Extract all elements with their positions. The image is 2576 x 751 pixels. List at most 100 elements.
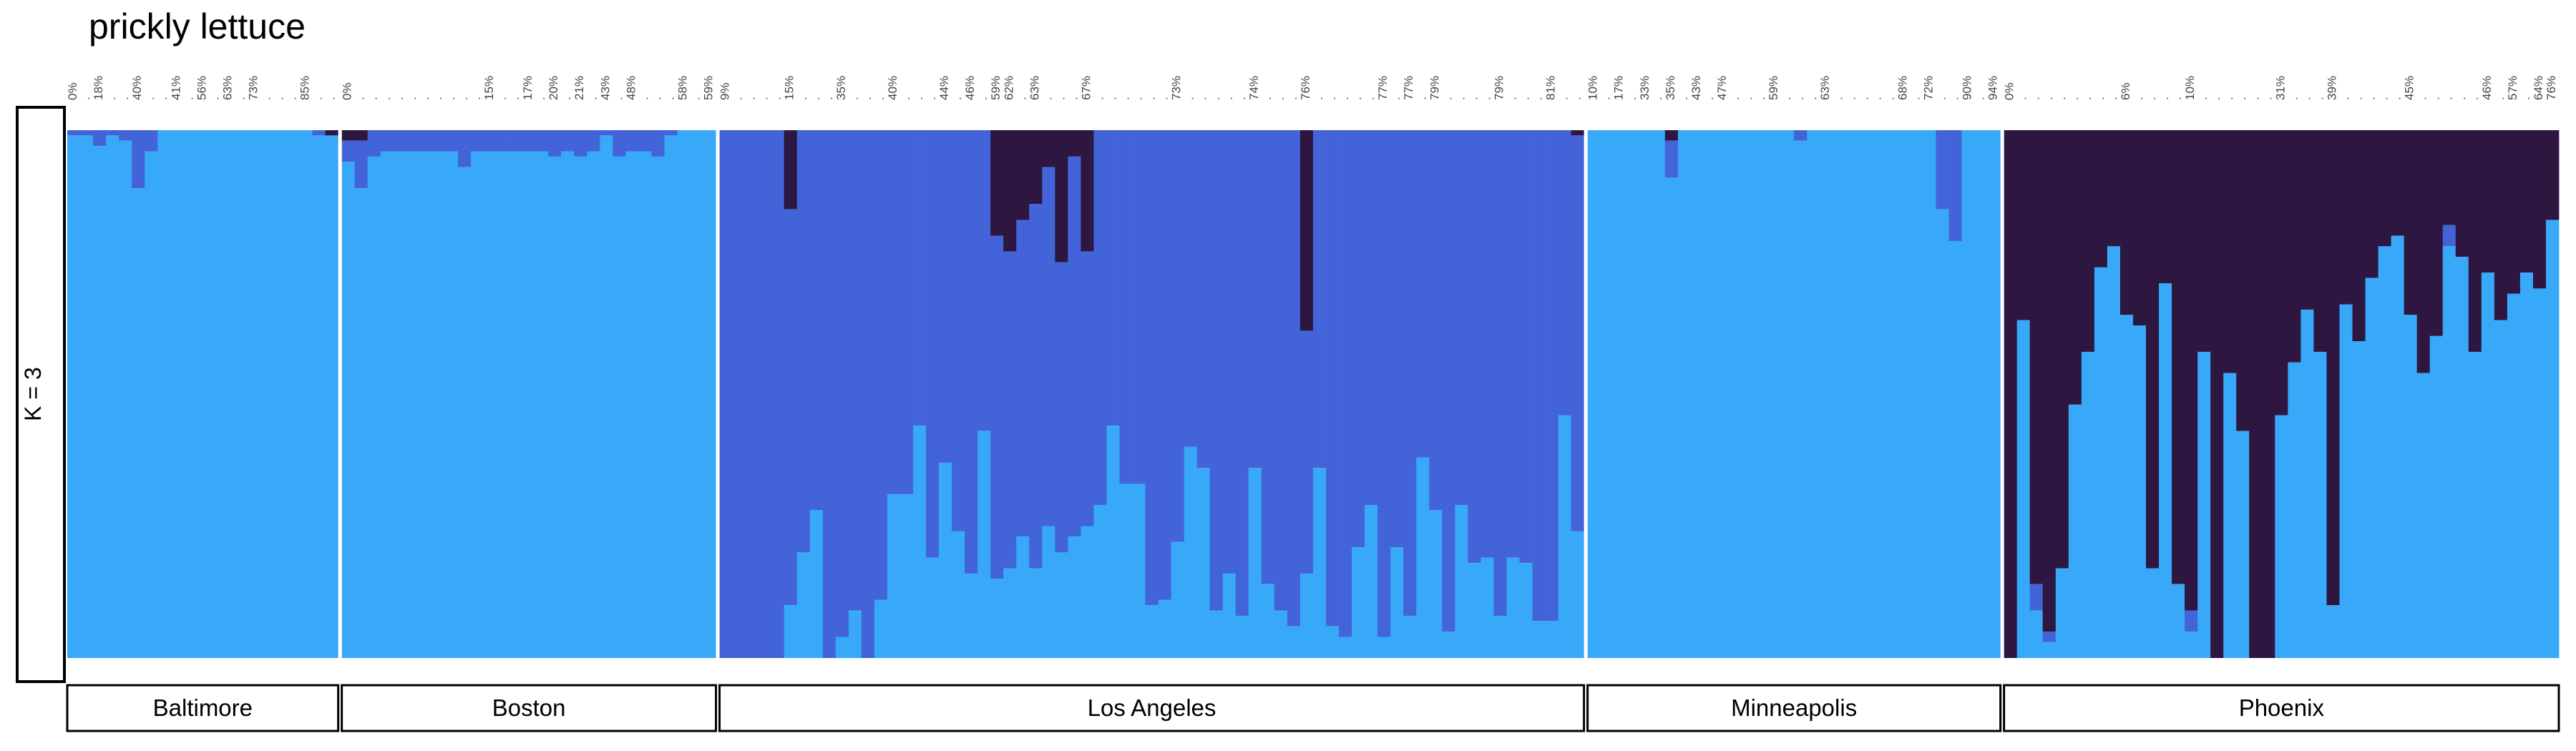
bar-phoenix-32-k1: [2404, 315, 2418, 658]
tick-label: .: [457, 97, 470, 100]
tick-label: .: [1570, 97, 1584, 100]
tick-label: .: [2454, 97, 2468, 100]
bar-los-angeles-2-k2: [732, 130, 746, 658]
bar-phoenix-40-k1: [2507, 293, 2521, 658]
bar-boston-14-k2: [509, 130, 523, 152]
bar-los-angeles-41-k1: [1235, 615, 1249, 658]
bar-los-angeles-14-k1: [887, 494, 901, 658]
tick-label: 45%: [2403, 76, 2416, 100]
tick-label: 9%: [718, 82, 732, 100]
bar-phoenix-4-k2: [2042, 632, 2057, 642]
tick-label: .: [1651, 97, 1664, 100]
tick-label: 63%: [1028, 76, 1041, 100]
bar-boston-16-k1: [535, 151, 549, 658]
tick-label: 57%: [2506, 76, 2519, 100]
bar-phoenix-34-k1: [2429, 335, 2444, 658]
bar-phoenix-31-k3: [2391, 130, 2405, 236]
tick-label: .: [311, 97, 325, 100]
bar-baltimore-19-k1: [299, 130, 313, 658]
bar-los-angeles-54-k1: [1403, 615, 1417, 658]
tick-label: .: [405, 97, 419, 100]
tick-label: 43%: [598, 76, 612, 100]
bar-los-angeles-20-k2: [965, 130, 978, 574]
tick-label: .: [1066, 97, 1080, 100]
bar-los-angeles-30-k1: [1093, 504, 1107, 658]
tick-label: .: [2041, 97, 2055, 100]
bar-baltimore-4-k1: [106, 135, 119, 658]
bar-los-angeles-55-k2: [1416, 130, 1430, 458]
bar-los-angeles-42-k1: [1248, 468, 1262, 658]
tick-label: 77%: [1402, 76, 1415, 100]
bar-phoenix-12-k1: [2146, 568, 2160, 658]
bar-baltimore-16-k1: [260, 130, 274, 658]
tick-label: .: [208, 97, 221, 100]
bar-minneapolis-6-k1: [1652, 130, 1666, 658]
tick-label: .: [1260, 97, 1274, 100]
tick-label: .: [431, 97, 444, 100]
tick-label: .: [899, 97, 912, 100]
bar-boston-25-k2: [651, 130, 665, 157]
bar-boston-12-k2: [484, 130, 497, 152]
bar-los-angeles-18-k2: [939, 130, 952, 463]
bar-minneapolis-7-k2: [1664, 140, 1679, 178]
tick-label: .: [2029, 97, 2042, 100]
bar-phoenix-26-k3: [2326, 130, 2340, 606]
tick-label: .: [2093, 97, 2107, 100]
bar-los-angeles-10-k1: [835, 637, 849, 658]
bar-los-angeles-27-k1: [1055, 552, 1068, 658]
tick-label: .: [1505, 97, 1518, 100]
tick-label: .: [143, 97, 157, 100]
tick-label: .: [1531, 97, 1545, 100]
tick-label: .: [1131, 97, 1145, 100]
bar-minneapolis-7-k1: [1664, 177, 1679, 659]
tick-label: .: [2286, 97, 2300, 100]
tick-label: 44%: [937, 76, 951, 100]
tick-label: .: [1389, 97, 1402, 100]
bar-boston-4-k2: [380, 130, 394, 152]
bar-baltimore-3-k1: [93, 146, 107, 658]
bar-boston-17-k1: [548, 156, 562, 658]
bar-boston-23-k2: [625, 130, 639, 152]
bar-los-angeles-67-k2: [1571, 135, 1585, 531]
bar-boston-11-k2: [470, 130, 484, 152]
tick-label: .: [873, 97, 887, 100]
bar-minneapolis-29-k1: [1948, 240, 1962, 659]
bar-los-angeles-16-k1: [913, 426, 927, 658]
bar-minneapolis-8-k1: [1677, 130, 1692, 658]
bar-los-angeles-47-k1: [1313, 468, 1327, 658]
tick-label: .: [560, 97, 573, 100]
tick-label: .: [585, 97, 599, 100]
bar-los-angeles-58-k1: [1455, 504, 1468, 658]
bar-baltimore-21-k1: [325, 135, 339, 658]
bar-minneapolis-30-k1: [1961, 130, 1975, 658]
bar-phoenix-35-k2: [2442, 225, 2457, 247]
tick-label: .: [1273, 97, 1287, 100]
bar-los-angeles-56-k1: [1429, 510, 1443, 658]
tick-label: 0%: [66, 82, 79, 100]
bar-phoenix-16-k1: [2197, 351, 2211, 658]
bar-los-angeles-22-k2: [990, 235, 1004, 579]
tick-label: .: [2519, 97, 2532, 100]
bar-phoenix-10-k1: [2119, 315, 2134, 658]
bar-los-angeles-65-k2: [1545, 130, 1558, 622]
tick-label: .: [1518, 97, 1532, 100]
bar-los-angeles-29-k2: [1080, 251, 1094, 526]
group-label: Minneapolis: [1731, 694, 1857, 721]
bar-los-angeles-33-k2: [1132, 130, 1146, 484]
group-label: Boston: [492, 694, 566, 721]
bar-los-angeles-60-k1: [1480, 557, 1494, 658]
bar-phoenix-40-k3: [2507, 130, 2521, 294]
bar-phoenix-18-k1: [2223, 373, 2237, 658]
tick-label: .: [324, 97, 338, 100]
group-label: Phoenix: [2239, 694, 2325, 721]
tick-label: .: [1363, 97, 1377, 100]
bar-phoenix-24-k1: [2301, 309, 2314, 658]
bar-phoenix-25-k3: [2313, 130, 2327, 352]
tick-label: .: [2170, 97, 2184, 100]
bar-boston-10-k2: [457, 130, 472, 167]
tick-label: .: [912, 97, 925, 100]
tick-label: .: [2145, 97, 2158, 100]
bar-los-angeles-53-k1: [1390, 547, 1404, 658]
tick-label: .: [273, 97, 286, 100]
bar-los-angeles-19-k1: [952, 531, 965, 658]
